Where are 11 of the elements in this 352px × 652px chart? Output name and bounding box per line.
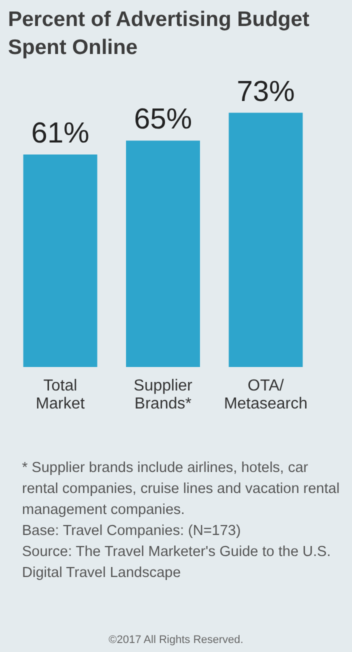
text: ©2017 All Rights Reserved.	[108, 634, 244, 646]
text: Base: Travel Companies: (N=173)	[22, 522, 242, 541]
text: * Supplier brands include airlines, hotels, car rental companies, cruise lines and vacation rental management companies.	[22, 459, 340, 520]
x-tick-label: Total Market	[36, 378, 86, 412]
data-label: 61%	[31, 118, 90, 150]
data-label: 73%	[236, 76, 295, 108]
data-label: 65%	[134, 104, 192, 136]
x-tick-label: Supplier Brands*	[134, 378, 194, 412]
chart-title: Percent of Advertising Budget Spent Online	[7, 7, 310, 61]
x-tick-label: OTA/ Metasearch	[224, 378, 308, 412]
source-note: Source: The Travel Marketer's Guide to the U.S. Digital Travel Landscape	[22, 543, 332, 583]
